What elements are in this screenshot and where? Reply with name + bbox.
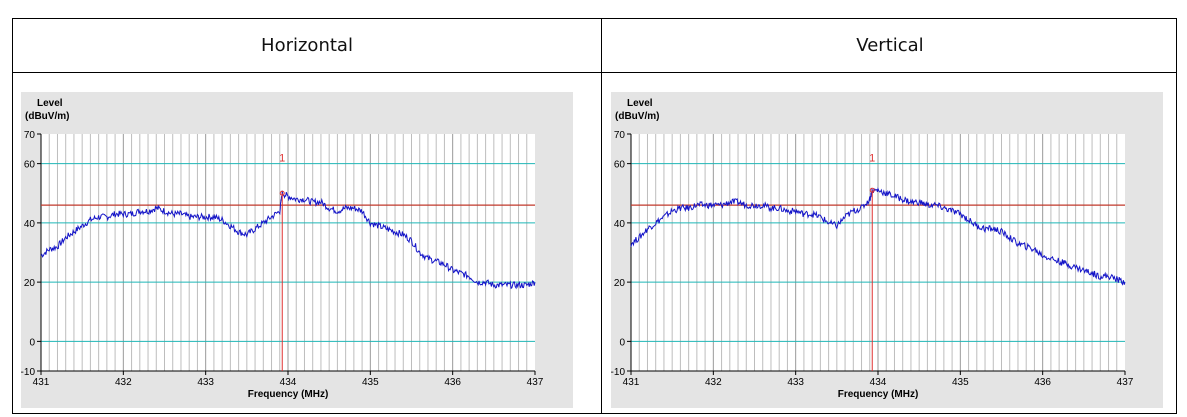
y-tick-label: -10 [21, 367, 35, 378]
y-tick-label: 40 [24, 219, 36, 230]
marker-label: 1 [279, 153, 285, 165]
x-tick-label: 435 [952, 377, 969, 388]
y-axis-unit: (dBuV/m) [615, 111, 659, 122]
x-tick-label: 433 [197, 377, 214, 388]
header-vertical: Vertical [856, 35, 924, 56]
marker-point [279, 190, 285, 196]
y-tick-label: 20 [24, 278, 36, 289]
marker-point [869, 187, 875, 193]
x-tick-label: 433 [787, 377, 804, 388]
horizontal-chart: -10 0 20 40 60 70 431 432 433 434 435 436 437 Level (d… [21, 92, 573, 408]
marker-label: 1 [869, 153, 875, 165]
x-axis-title: Frequency (MHz) [838, 389, 919, 400]
y-axis-unit: (dBuV/m) [25, 111, 69, 122]
x-tick-label: 431 [623, 377, 640, 388]
y-tick-label: 0 [619, 337, 625, 348]
y-tick-label: -10 [611, 367, 625, 378]
y-tick-label: 20 [614, 278, 626, 289]
x-tick-label: 437 [527, 377, 544, 388]
table-row-divider [13, 72, 1176, 73]
x-tick-label: 434 [280, 377, 297, 388]
y-tick-label: 0 [29, 337, 35, 348]
vertical-chart: -10 0 20 40 60 70 431 432 433 434 435 436 437 Level (d… [611, 92, 1163, 408]
x-tick-label: 434 [870, 377, 887, 388]
x-tick-label: 436 [444, 377, 461, 388]
x-tick-label: 432 [705, 377, 722, 388]
x-tick-label: 435 [362, 377, 379, 388]
x-axis-title: Frequency (MHz) [248, 389, 329, 400]
header-horizontal: Horizontal [261, 35, 353, 56]
y-tick-label: 40 [614, 219, 626, 230]
level-trace [40, 190, 536, 290]
y-tick-label: 60 [614, 160, 626, 171]
y-axis-title: Level [37, 98, 63, 109]
x-tick-label: 436 [1034, 377, 1051, 388]
table-column-divider [601, 19, 602, 413]
y-tick-label: 70 [614, 130, 626, 141]
y-tick-label: 70 [24, 130, 36, 141]
comparison-table: Horizontal Vertical [12, 18, 1177, 414]
x-tick-label: 437 [1117, 377, 1134, 388]
level-trace [630, 187, 1126, 286]
x-tick-label: 432 [115, 377, 132, 388]
x-tick-label: 431 [33, 377, 50, 388]
y-axis-title: Level [627, 98, 653, 109]
y-tick-label: 60 [24, 160, 36, 171]
